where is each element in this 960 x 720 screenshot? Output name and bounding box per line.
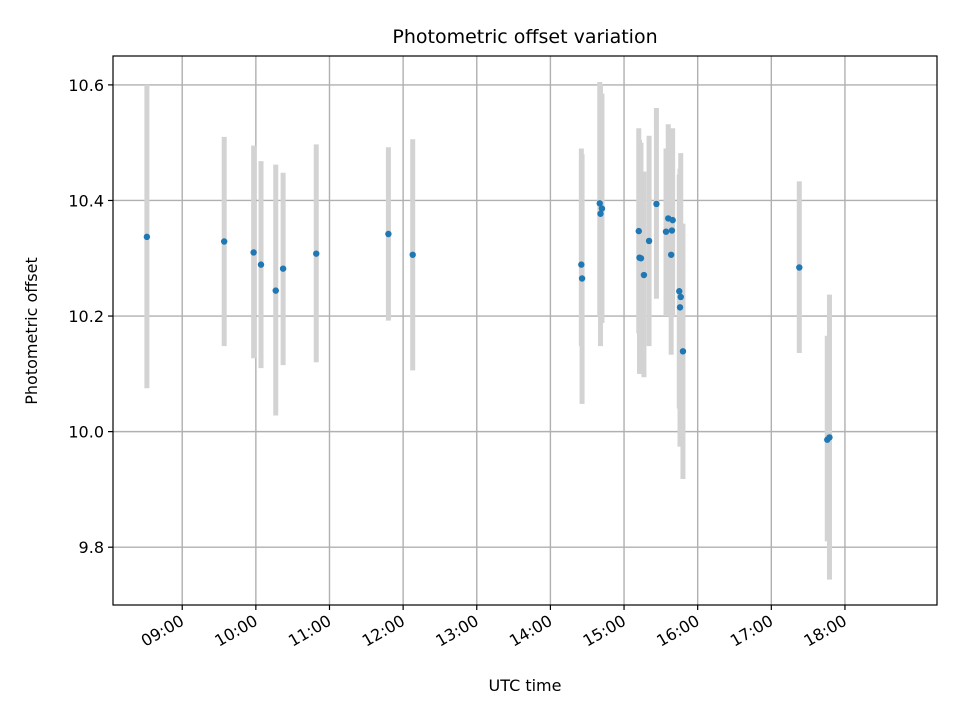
data-points	[143, 200, 833, 443]
data-point	[669, 216, 676, 224]
y-tick-label: 10.0	[68, 423, 104, 442]
data-point	[597, 210, 604, 217]
data-point	[143, 233, 151, 241]
data-point	[668, 227, 676, 234]
data-point	[645, 237, 653, 245]
data-point	[250, 249, 257, 256]
x-axis-label: UTC time	[489, 676, 562, 695]
data-point	[676, 288, 683, 295]
y-axis-label: Photometric offset	[22, 257, 41, 405]
plot-frame	[112, 55, 938, 606]
data-point	[257, 261, 265, 268]
data-point	[272, 287, 279, 294]
data-point	[637, 255, 645, 262]
data-point	[578, 275, 586, 282]
data-point	[796, 264, 803, 271]
data-point	[220, 238, 228, 245]
data-point	[313, 250, 320, 257]
y-tick-label: 10.4	[68, 191, 104, 210]
data-point	[640, 271, 648, 279]
y-tick-label: 10.2	[68, 307, 104, 326]
data-point	[653, 200, 660, 208]
data-point	[826, 434, 833, 441]
data-point	[409, 251, 416, 258]
data-point	[598, 205, 606, 212]
y-tick-label: 9.8	[79, 538, 104, 557]
y-axis-ticks: 9.8 10.0 10.2 10.4 10.6	[68, 76, 113, 557]
data-point	[385, 230, 392, 238]
chart-title: Photometric offset variation	[392, 26, 657, 48]
data-point	[596, 200, 603, 207]
data-point	[679, 348, 687, 355]
data-point	[635, 227, 642, 235]
data-point	[662, 228, 670, 235]
y-tick-label: 10.6	[68, 76, 104, 95]
data-point	[578, 261, 585, 268]
data-point	[667, 251, 675, 258]
data-point	[279, 265, 287, 272]
data-point	[676, 304, 684, 311]
data-point	[677, 293, 684, 301]
